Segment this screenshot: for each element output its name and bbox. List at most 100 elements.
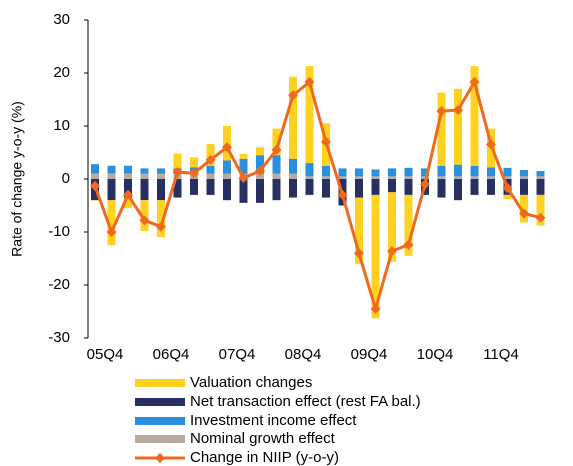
legend-swatch xyxy=(135,435,185,443)
bar-segment xyxy=(388,179,396,193)
y-tick-label: -20 xyxy=(48,276,70,293)
bar-segment xyxy=(173,179,182,198)
bar-segment xyxy=(536,171,545,177)
bar-segment xyxy=(305,163,314,177)
bar-segment xyxy=(437,179,446,198)
legend-swatch xyxy=(135,398,185,406)
bar-segment xyxy=(404,194,413,256)
y-tick-label: 30 xyxy=(53,11,70,28)
y-axis-title: Rate of change y-o-y (%) xyxy=(9,101,25,257)
bar-segment xyxy=(140,168,149,174)
bar-segment xyxy=(404,179,413,195)
bar-segment xyxy=(140,173,149,179)
bar-segment xyxy=(157,200,165,238)
bar-segment xyxy=(322,165,330,177)
bar-segment xyxy=(206,165,215,174)
bar-segment xyxy=(256,179,264,203)
bar-segment xyxy=(454,88,462,165)
bar-segment xyxy=(388,192,396,262)
line-marker xyxy=(354,248,364,259)
bar-segment xyxy=(124,197,132,209)
bar-segment xyxy=(437,92,446,166)
bar-segment xyxy=(371,169,380,177)
bar-segment xyxy=(272,155,281,174)
bar-segment xyxy=(173,153,182,169)
bar-segment xyxy=(223,179,231,201)
bar-segment xyxy=(289,158,297,174)
bar-segment xyxy=(454,179,462,201)
bar-segment xyxy=(305,176,314,179)
bar-segment xyxy=(305,179,314,195)
bar-segment xyxy=(272,128,281,156)
line-marker xyxy=(535,212,546,223)
line-marker xyxy=(222,142,232,153)
line-marker xyxy=(189,168,199,179)
y-tick-label: 20 xyxy=(53,64,70,81)
bar-segment xyxy=(470,66,479,166)
bar-segment xyxy=(289,179,297,198)
bar-segment xyxy=(536,179,545,195)
line-marker xyxy=(337,189,348,200)
line-marker xyxy=(172,167,183,178)
bar-segment xyxy=(371,179,380,195)
bar-segment xyxy=(503,176,512,179)
bar-segment xyxy=(355,179,363,198)
legend-label: Net transaction effect (rest FA bal.) xyxy=(190,393,421,410)
line-marker xyxy=(304,77,315,88)
bar-segment xyxy=(124,179,132,198)
bar-segment xyxy=(190,157,198,168)
line-marker xyxy=(502,183,513,194)
bar-segment xyxy=(239,179,248,203)
bar-segment xyxy=(157,168,165,174)
line-marker xyxy=(90,180,100,191)
bar-segment xyxy=(305,66,314,164)
bar-segment xyxy=(107,179,116,201)
legend-swatch xyxy=(155,453,165,463)
x-tick-label: 10Q4 xyxy=(417,346,454,363)
bar-segment xyxy=(91,200,99,201)
line-marker xyxy=(403,239,414,250)
legend-swatch xyxy=(135,379,185,387)
x-tick-label: 09Q4 xyxy=(351,346,388,363)
y-tick-label: -30 xyxy=(48,329,70,346)
bar-segment xyxy=(454,164,462,177)
bar-segment xyxy=(140,179,149,201)
line-marker xyxy=(255,166,265,177)
bar-segment xyxy=(404,167,413,177)
bar-segment xyxy=(91,173,99,179)
line-marker xyxy=(106,227,117,237)
bar-segment xyxy=(520,176,528,179)
bar-segment xyxy=(206,144,215,166)
x-tick-label: 08Q4 xyxy=(285,346,322,363)
bar-segment xyxy=(272,173,281,179)
bar-segment xyxy=(487,176,495,179)
bar-segment xyxy=(272,179,281,201)
x-tick-label: 07Q4 xyxy=(219,346,256,363)
line-marker xyxy=(519,208,529,219)
bar-segment xyxy=(503,167,512,177)
bar-segment xyxy=(223,160,231,174)
bar-segment xyxy=(487,179,495,195)
bar-segment xyxy=(388,168,396,177)
bar-segment xyxy=(437,165,446,177)
line-marker xyxy=(271,144,282,155)
bar-segment xyxy=(470,179,479,195)
line-marker xyxy=(370,303,381,314)
bar-segment xyxy=(520,169,528,177)
x-tick-label: 06Q4 xyxy=(153,346,190,363)
bar-segment xyxy=(239,158,248,174)
bar-segment xyxy=(107,165,116,174)
bar-segment xyxy=(289,76,297,159)
line-marker xyxy=(469,77,480,88)
bar-segment xyxy=(470,176,479,179)
line-marker xyxy=(486,139,496,150)
bar-segment xyxy=(404,176,413,179)
y-tick-label: 0 xyxy=(62,170,70,187)
bar-segment xyxy=(256,173,264,179)
bar-segment xyxy=(536,194,545,226)
line-marker xyxy=(139,215,150,226)
legend-label: Valuation changes xyxy=(190,374,312,391)
bar-segment xyxy=(503,194,512,200)
bar-segment xyxy=(388,176,396,179)
